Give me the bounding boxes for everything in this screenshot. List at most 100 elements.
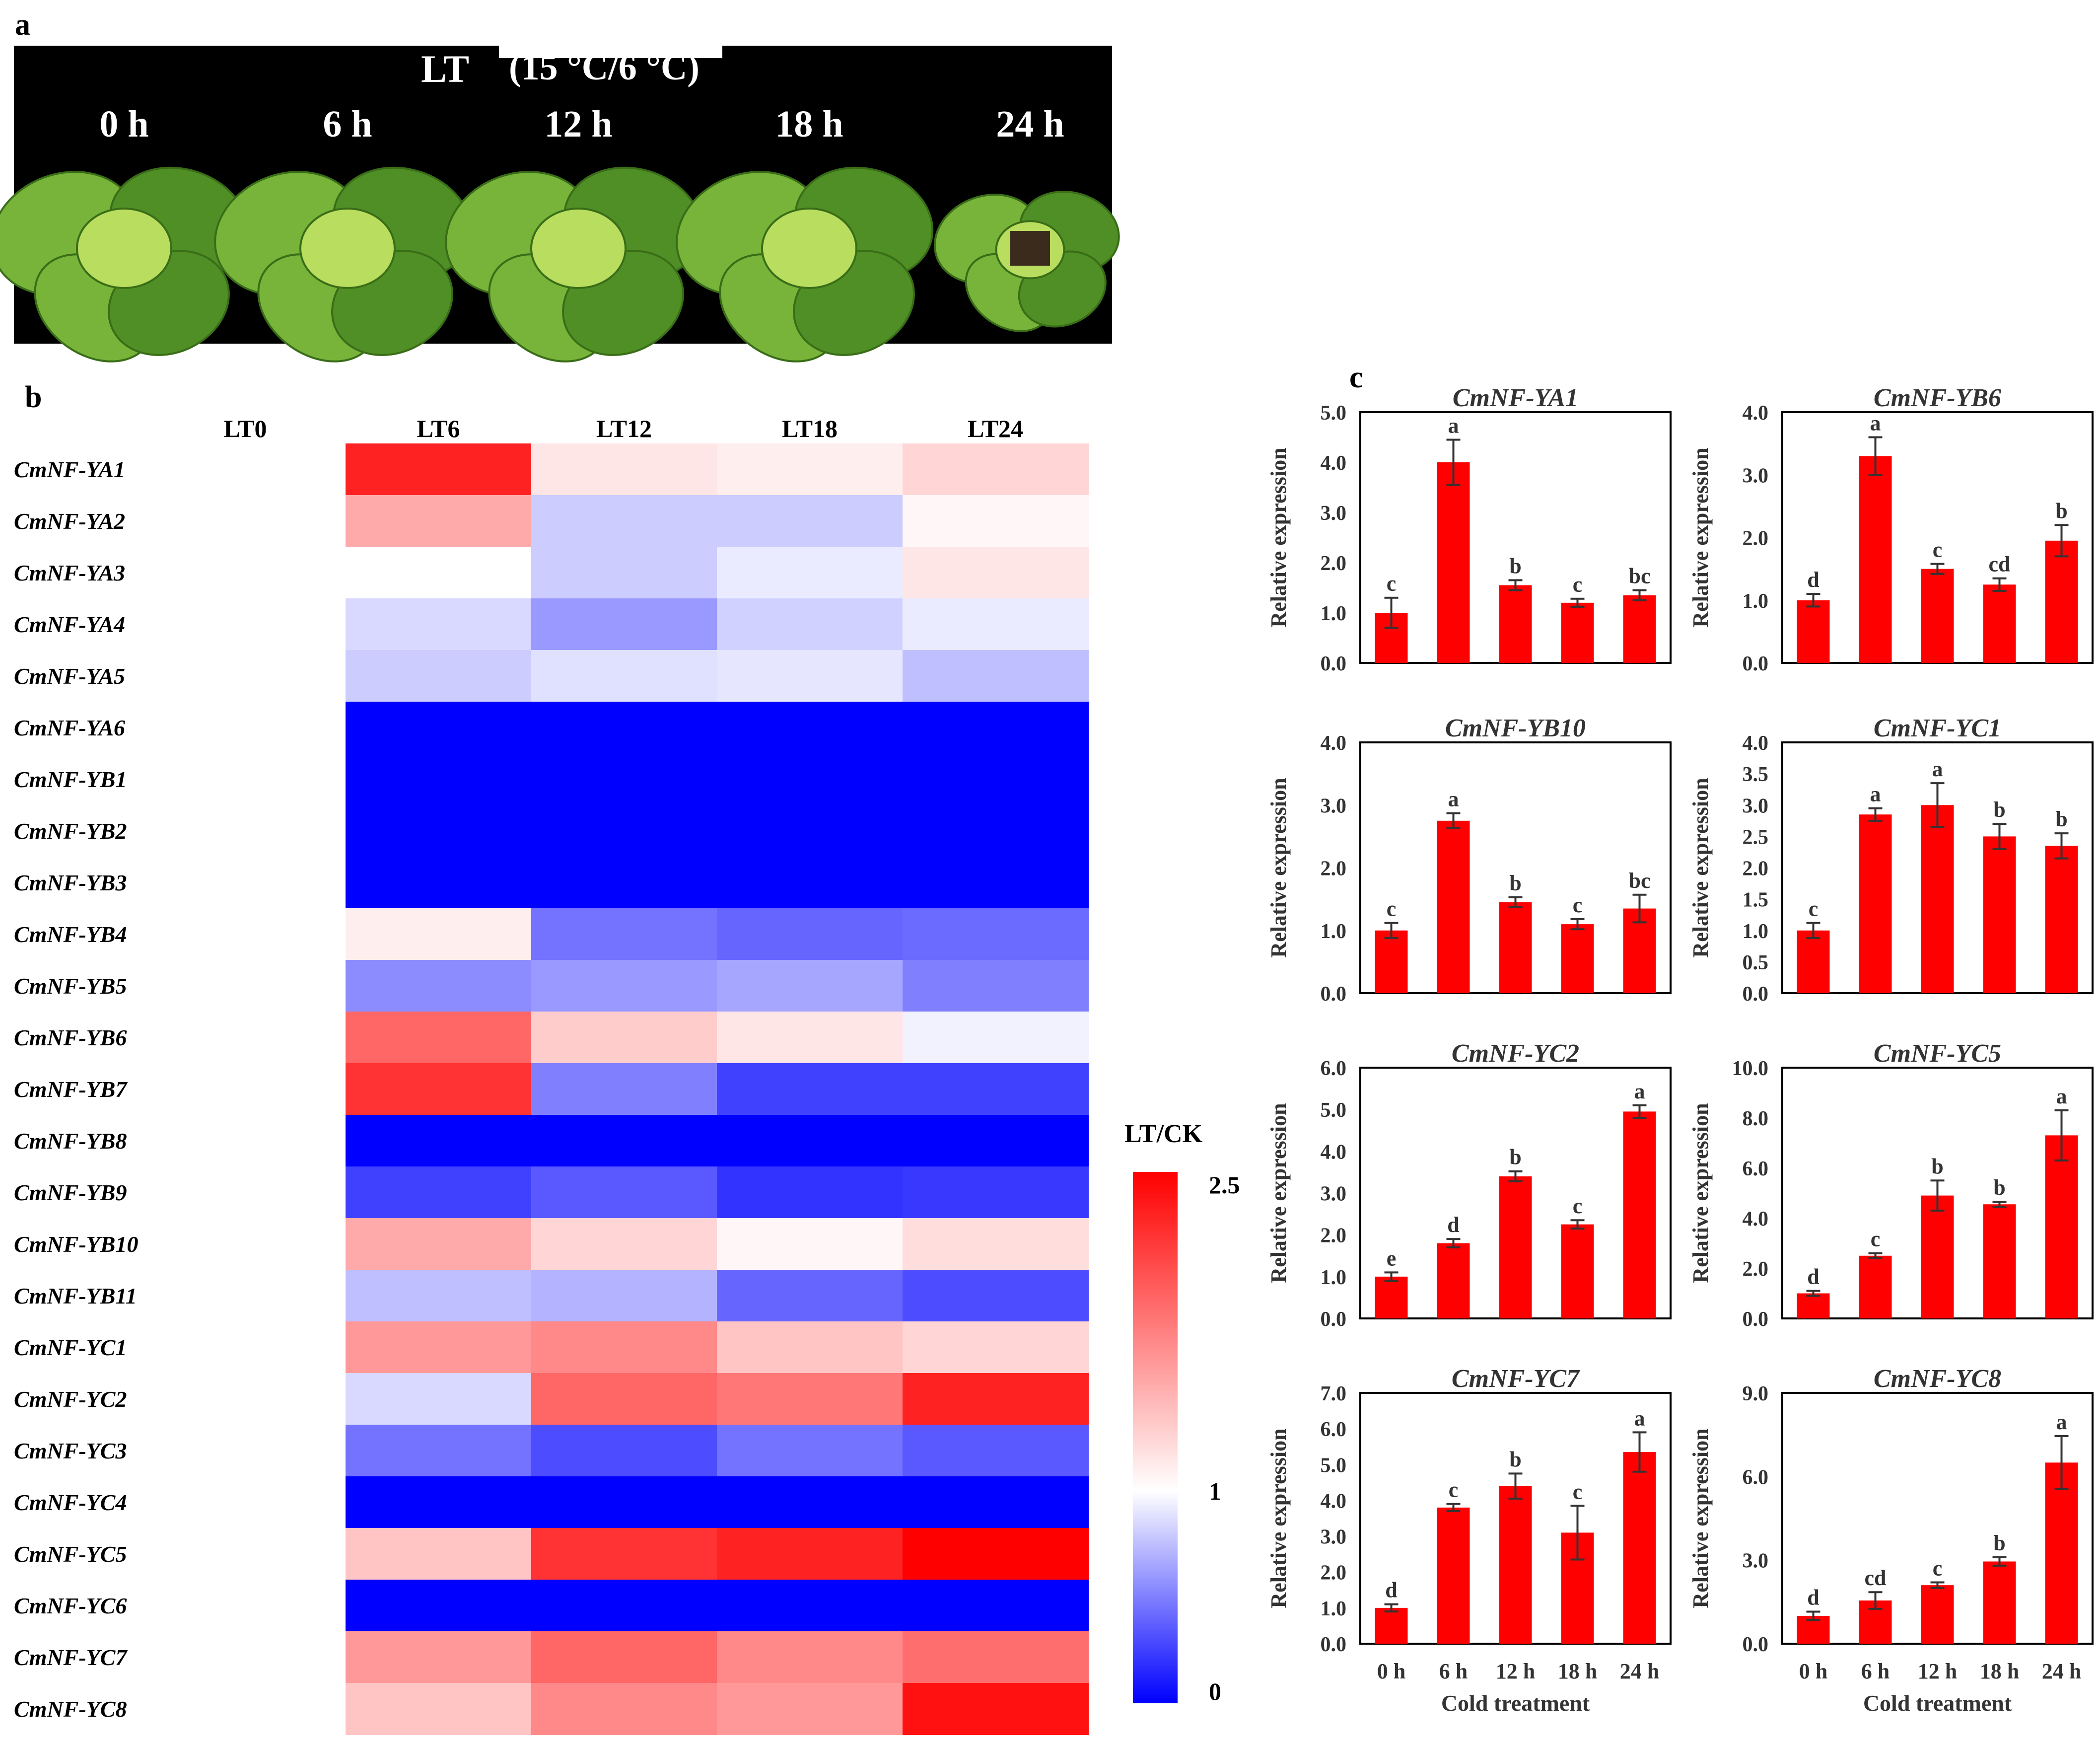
colorbar-tick-label: 2.5: [1209, 1171, 1240, 1199]
heatmap-row-label: CmNF-YC2: [14, 1386, 127, 1412]
heatmap-cell: [717, 443, 903, 496]
heatmap-column-label: LT18: [782, 415, 838, 442]
heatmap-cell: [531, 1580, 717, 1632]
significance-letter: b: [1931, 1154, 1943, 1178]
bar-chart-title: CmNF-YC7: [1452, 1365, 1580, 1393]
heatmap-cell: [717, 1373, 903, 1425]
bar-chart-y-tick-label: 6.0: [1743, 1466, 1769, 1489]
heatmap-cell: [717, 547, 903, 599]
bar-chart-y-tick-label: 0.0: [1321, 1308, 1347, 1331]
heatmap-cell: [531, 1270, 717, 1322]
panel-a: a LT (15 °C/6 °C) 0 h 6 h 12 h 18 h 24 h: [0, 8, 1120, 363]
bar-chart-x-tick-label: 0 h: [1799, 1659, 1827, 1683]
bar: [1375, 1276, 1408, 1318]
heatmap-row-label: CmNF-YC6: [14, 1593, 127, 1618]
bar-chart-y-tick-label: 0.0: [1321, 1633, 1347, 1656]
panel-b-label: b: [25, 380, 42, 414]
heatmap-cell: [903, 1270, 1089, 1322]
heatmap-cell: [903, 1115, 1089, 1167]
bar-chart-y-tick-label: 0.5: [1743, 951, 1769, 974]
panel-a-title-backing: [499, 42, 722, 58]
heatmap-cell: [717, 908, 903, 960]
bar-chart-y-tick-label: 2.0: [1321, 552, 1347, 575]
heatmap-cell: [531, 1012, 717, 1064]
heatmap-cell: [531, 1373, 717, 1425]
plant-leaf: [761, 208, 857, 289]
heatmap-cell: [346, 495, 532, 547]
heatmap-cell: [346, 443, 532, 496]
heatmap-cell: [346, 702, 532, 754]
bar: [1983, 836, 2016, 993]
bar: [1983, 1561, 2016, 1644]
heatmap-cell: [903, 1580, 1089, 1632]
heatmap-cell: [531, 1631, 717, 1683]
bar-chart-y-tick-label: 9.0: [1743, 1382, 1769, 1405]
bar: [2045, 540, 2078, 663]
bar-chart-x-axis-label: Cold treatment: [1863, 1690, 2012, 1716]
bar: [1561, 924, 1594, 993]
bar-chart-title: CmNF-YC1: [1874, 714, 2001, 742]
heatmap-cell: [346, 650, 532, 702]
heatmap-cell: [346, 1166, 532, 1219]
heatmap-cell: [903, 1476, 1089, 1528]
plant-photo-2: [445, 166, 703, 363]
heatmap-column-label: LT24: [968, 415, 1023, 442]
bar-chart-y-tick-label: 6.0: [1321, 1418, 1347, 1441]
timepoint-label-3: 18 h: [775, 103, 843, 145]
bar-chart-8: CmNF-YC8 Relative expression 0.0 3.0 6.0 9.0 d…: [1688, 1365, 2094, 1716]
heatmap-cell: [346, 1528, 532, 1580]
bar-chart-x-tick-label: 18 h: [1980, 1659, 2019, 1683]
bar-chart-y-tick-label: 3.0: [1743, 795, 1769, 817]
bar: [2045, 846, 2078, 993]
significance-letter: a: [1932, 757, 1943, 781]
significance-letter: c: [1809, 897, 1819, 921]
heatmap-cell: [903, 1425, 1089, 1477]
bar: [1499, 585, 1532, 663]
heatmap-row-label: CmNF-YB7: [14, 1077, 128, 1102]
heatmap-cell: [717, 598, 903, 651]
heatmap-row-label: CmNF-YB9: [14, 1180, 127, 1205]
significance-letter: b: [1509, 554, 1521, 578]
heatmap-cell: [903, 1012, 1089, 1064]
heatmap-cell: [717, 1012, 903, 1064]
significance-letter: a: [2056, 1084, 2067, 1108]
bar: [1499, 902, 1532, 993]
plant-photo-1: [214, 166, 472, 363]
heatmap-cell: [903, 1063, 1089, 1115]
bar-chart-y-tick-label: 5.0: [1321, 1454, 1347, 1477]
heatmap-cell: [717, 1580, 903, 1632]
heatmap-cell: [531, 960, 717, 1012]
timepoint-label-4: 24 h: [996, 103, 1064, 145]
bar: [1437, 1507, 1470, 1644]
significance-letter: d: [1807, 568, 1819, 592]
bar: [1983, 1204, 2016, 1318]
heatmap-cell: [903, 1166, 1089, 1219]
heatmap-row-label: CmNF-YA1: [14, 457, 125, 482]
bar-chart-y-tick-label: 2.0: [1321, 1225, 1347, 1247]
significance-letter: d: [1807, 1264, 1819, 1289]
bar-chart-x-tick-label: 12 h: [1496, 1659, 1535, 1683]
bar-chart-1: CmNF-YA1 Relative expression 0.0 1.0 2.0 3.0 4…: [1266, 384, 1672, 675]
heatmap-cell: [903, 908, 1089, 960]
bar-chart-y-tick-label: 0.0: [1321, 983, 1347, 1006]
significance-letter: d: [1807, 1585, 1819, 1609]
heatmap-cell: [903, 805, 1089, 857]
bar-chart-y-tick-label: 2.0: [1321, 1562, 1347, 1585]
bar-chart-y-tick-label: 3.0: [1321, 795, 1347, 817]
significance-letter: d: [1447, 1213, 1459, 1237]
bar: [1375, 930, 1408, 993]
heatmap-colorbar-ticks: 012.5: [1209, 1171, 1240, 1705]
heatmap-cell: [903, 495, 1089, 547]
heatmap-row-label: CmNF-YB2: [14, 818, 127, 844]
heatmap-cell: [531, 598, 717, 651]
bar-chart-y-tick-label: 3.5: [1743, 763, 1769, 786]
heatmap-colorbar: [1133, 1172, 1178, 1703]
significance-letter: bc: [1629, 869, 1651, 893]
bar-chart-y-tick-label: 3.0: [1743, 1550, 1769, 1573]
bar-chart-y-tick-label: 1.0: [1743, 920, 1769, 943]
bar-chart-y-tick-label: 3.0: [1321, 502, 1347, 525]
plant-photo-0: [0, 166, 249, 363]
significance-letter: d: [1385, 1578, 1397, 1602]
panel-a-label: a: [15, 8, 30, 42]
heatmap-cell: [903, 598, 1089, 651]
